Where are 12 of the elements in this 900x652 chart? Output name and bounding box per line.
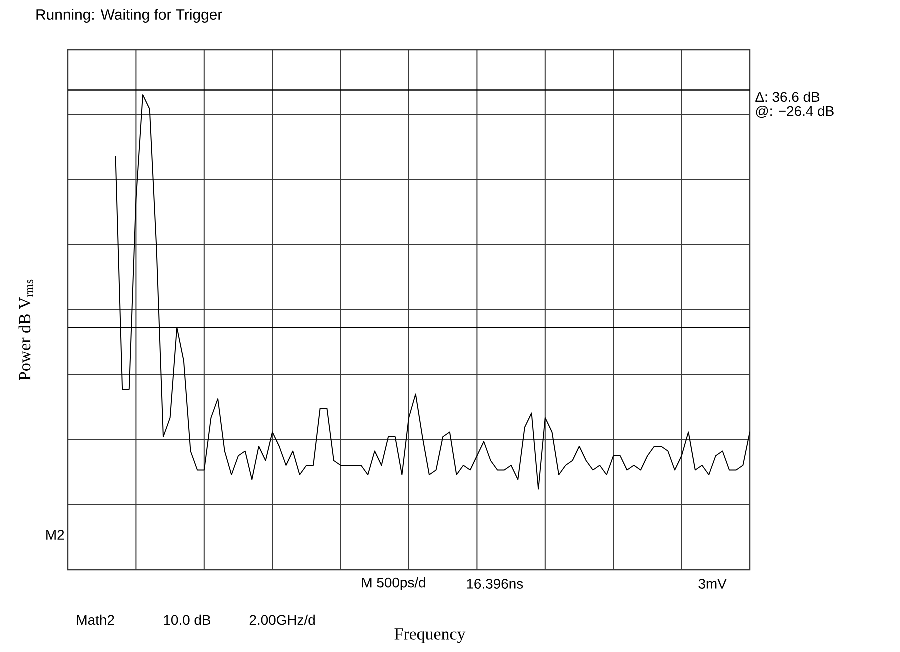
- text: Math2: [77, 614, 114, 626]
- text: 10.0 dB: [164, 614, 211, 626]
- text: 3mV: [698, 579, 727, 589]
- text: Frequency: [394, 628, 466, 644]
- text: M 500ps/d: [362, 577, 426, 590]
- text: 2.00GHz/d: [250, 614, 315, 626]
- text: 16.396ns: [467, 579, 524, 589]
- chart-title: Running: Waiting for Trigger: [36, 9, 222, 23]
- text: Δ: 36.6 dB: [756, 92, 820, 102]
- text: M2: [46, 530, 64, 540]
- text: @: −26.4 dB: [756, 106, 834, 118]
- y-axis-title: Power dB V$_{rms}$: [18, 280, 34, 381]
